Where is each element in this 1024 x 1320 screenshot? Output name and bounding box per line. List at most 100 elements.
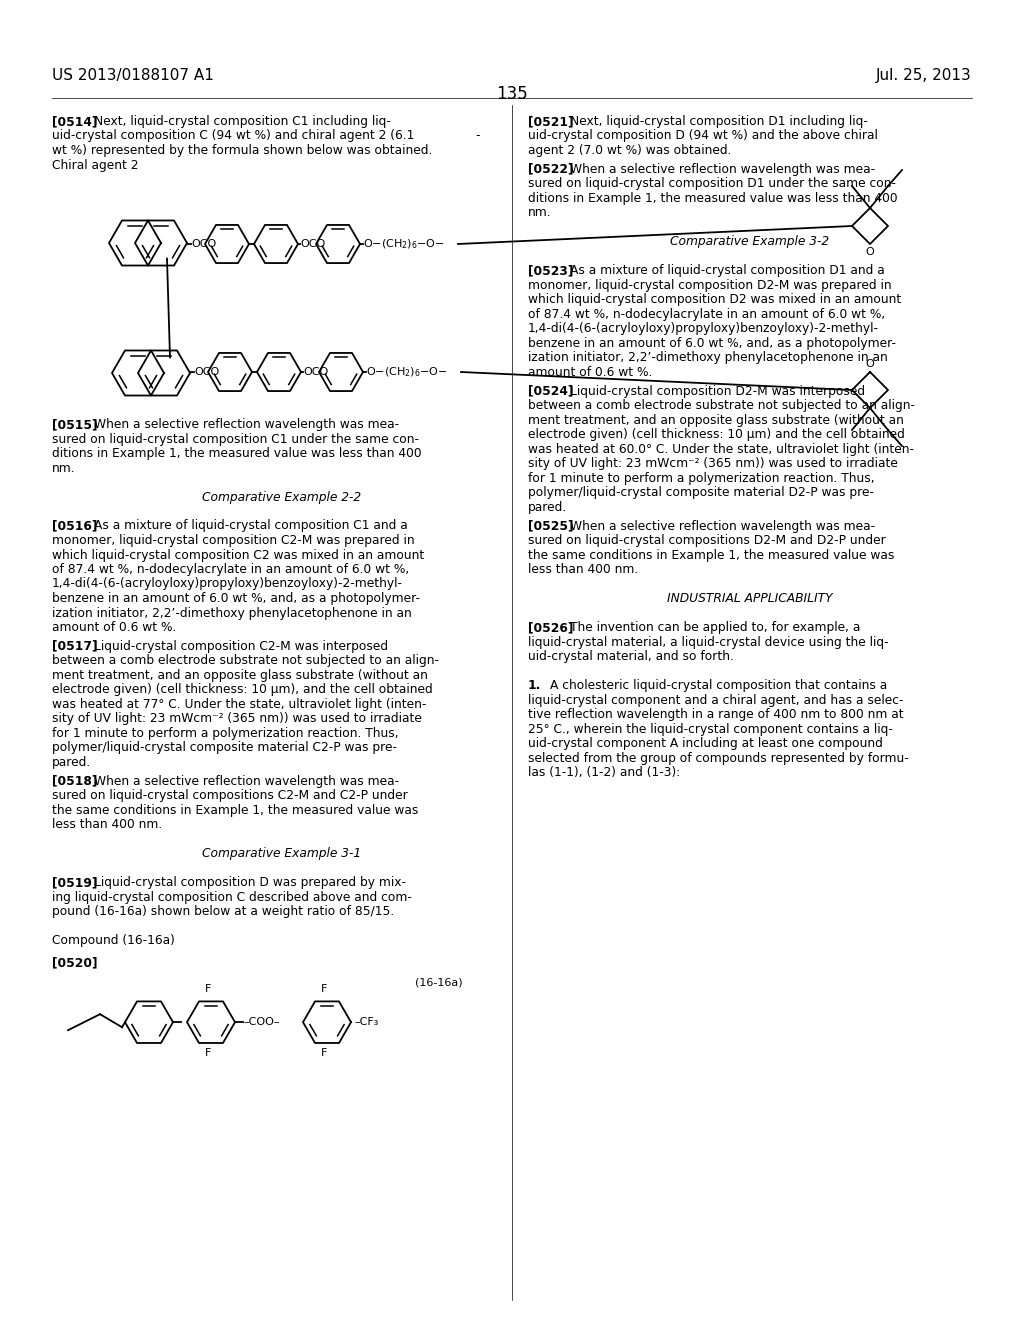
- Text: O$-$(CH$_2)_6$$-$O$-$: O$-$(CH$_2)_6$$-$O$-$: [366, 366, 447, 379]
- Text: [0522]: [0522]: [528, 162, 573, 176]
- Text: US 2013/0188107 A1: US 2013/0188107 A1: [52, 69, 214, 83]
- Text: polymer/liquid-crystal composite material C2-P was pre-: polymer/liquid-crystal composite materia…: [52, 742, 397, 754]
- Text: pared.: pared.: [52, 756, 91, 768]
- Text: amount of 0.6 wt %.: amount of 0.6 wt %.: [528, 366, 652, 379]
- Text: F: F: [321, 985, 328, 994]
- Text: 1,4-di(4-(6-(acryloyloxy)propyloxy)benzoyloxy)-2-methyl-: 1,4-di(4-(6-(acryloyloxy)propyloxy)benzo…: [528, 322, 879, 335]
- Text: electrode given) (cell thickness: 10 μm) and the cell obtained: electrode given) (cell thickness: 10 μm)…: [528, 428, 905, 441]
- Text: [0516]: [0516]: [52, 520, 97, 532]
- Text: was heated at 77° C. Under the state, ultraviolet light (inten-: was heated at 77° C. Under the state, ul…: [52, 698, 426, 711]
- Text: [0519]: [0519]: [52, 876, 97, 890]
- Text: [0524]: [0524]: [528, 384, 573, 397]
- Text: was heated at 60.0° C. Under the state, ultraviolet light (inten-: was heated at 60.0° C. Under the state, …: [528, 442, 914, 455]
- Text: When a selective reflection wavelength was mea-: When a selective reflection wavelength w…: [570, 162, 876, 176]
- Text: O: O: [865, 359, 874, 370]
- Text: for 1 minute to perform a polymerization reaction. Thus,: for 1 minute to perform a polymerization…: [52, 727, 398, 739]
- Text: (16-16a): (16-16a): [415, 977, 463, 987]
- Text: monomer, liquid-crystal composition C2-M was prepared in: monomer, liquid-crystal composition C2-M…: [52, 535, 415, 546]
- Text: 135: 135: [496, 84, 528, 103]
- Text: Comparative Example 3-2: Comparative Example 3-2: [671, 235, 829, 248]
- Text: INDUSTRIAL APPLICABILITY: INDUSTRIAL APPLICABILITY: [668, 593, 833, 605]
- Text: uid-crystal composition C (94 wt %) and chiral agent 2 (6.1: uid-crystal composition C (94 wt %) and …: [52, 129, 415, 143]
- Text: F: F: [321, 1048, 328, 1059]
- Text: tive reflection wavelength in a range of 400 nm to 800 nm at: tive reflection wavelength in a range of…: [528, 708, 903, 721]
- Text: As a mixture of liquid-crystal composition D1 and a: As a mixture of liquid-crystal compositi…: [570, 264, 885, 277]
- Text: [0526]: [0526]: [528, 620, 573, 634]
- Text: ditions in Example 1, the measured value was less than 400: ditions in Example 1, the measured value…: [528, 191, 898, 205]
- Text: sured on liquid-crystal composition C1 under the same con-: sured on liquid-crystal composition C1 u…: [52, 433, 419, 446]
- Text: ing liquid-crystal composition C described above and com-: ing liquid-crystal composition C describ…: [52, 891, 412, 904]
- Text: 25° C., wherein the liquid-crystal component contains a liq-: 25° C., wherein the liquid-crystal compo…: [528, 722, 893, 735]
- Text: which liquid-crystal composition D2 was mixed in an amount: which liquid-crystal composition D2 was …: [528, 293, 901, 306]
- Text: Liquid-crystal composition D2-M was interposed: Liquid-crystal composition D2-M was inte…: [570, 384, 865, 397]
- Text: [0517]: [0517]: [52, 640, 97, 653]
- Text: F: F: [205, 985, 211, 994]
- Text: pound (16-16a) shown below at a weight ratio of 85/15.: pound (16-16a) shown below at a weight r…: [52, 906, 394, 919]
- Text: sured on liquid-crystal composition D1 under the same con-: sured on liquid-crystal composition D1 u…: [528, 177, 896, 190]
- Text: Liquid-crystal composition D was prepared by mix-: Liquid-crystal composition D was prepare…: [94, 876, 406, 890]
- Text: las (1-1), (1-2) and (1-3):: las (1-1), (1-2) and (1-3):: [528, 766, 680, 779]
- Text: [0525]: [0525]: [528, 520, 573, 532]
- Text: which liquid-crystal composition C2 was mixed in an amount: which liquid-crystal composition C2 was …: [52, 549, 424, 561]
- Text: uid-crystal composition D (94 wt %) and the above chiral: uid-crystal composition D (94 wt %) and …: [528, 129, 878, 143]
- Text: ditions in Example 1, the measured value was less than 400: ditions in Example 1, the measured value…: [52, 447, 422, 459]
- Text: Liquid-crystal composition C2-M was interposed: Liquid-crystal composition C2-M was inte…: [94, 640, 388, 653]
- Text: less than 400 nm.: less than 400 nm.: [52, 818, 162, 832]
- Text: benzene in an amount of 6.0 wt %, and, as a photopolymer-: benzene in an amount of 6.0 wt %, and, a…: [52, 591, 420, 605]
- Text: OCO: OCO: [194, 367, 219, 378]
- Text: When a selective reflection wavelength was mea-: When a selective reflection wavelength w…: [94, 775, 399, 788]
- Text: Comparative Example 2-2: Comparative Example 2-2: [203, 491, 361, 503]
- Text: F: F: [205, 1048, 211, 1059]
- Text: –CF₃: –CF₃: [354, 1018, 379, 1027]
- Text: When a selective reflection wavelength was mea-: When a selective reflection wavelength w…: [94, 418, 399, 432]
- Text: agent 2 (7.0 wt %) was obtained.: agent 2 (7.0 wt %) was obtained.: [528, 144, 731, 157]
- Text: As a mixture of liquid-crystal composition C1 and a: As a mixture of liquid-crystal compositi…: [94, 520, 408, 532]
- Text: ization initiator, 2,2’-dimethoxy phenylacetophenone in an: ization initiator, 2,2’-dimethoxy phenyl…: [528, 351, 888, 364]
- Text: Next, liquid-crystal composition C1 including liq-: Next, liquid-crystal composition C1 incl…: [94, 115, 391, 128]
- Text: between a comb electrode substrate not subjected to an align-: between a comb electrode substrate not s…: [528, 399, 915, 412]
- Text: liquid-crystal material, a liquid-crystal device using the liq-: liquid-crystal material, a liquid-crysta…: [528, 635, 889, 648]
- Text: pared.: pared.: [528, 500, 567, 513]
- Text: OCO: OCO: [191, 239, 216, 249]
- Text: ment treatment, and an opposite glass substrate (without an: ment treatment, and an opposite glass su…: [528, 413, 904, 426]
- Text: A cholesteric liquid-crystal composition that contains a: A cholesteric liquid-crystal composition…: [550, 678, 887, 692]
- Text: uid-crystal material, and so forth.: uid-crystal material, and so forth.: [528, 649, 734, 663]
- Text: Jul. 25, 2013: Jul. 25, 2013: [877, 69, 972, 83]
- Text: 1,4-di(4-(6-(acryloyloxy)propyloxy)benzoyloxy)-2-methyl-: 1,4-di(4-(6-(acryloyloxy)propyloxy)benzo…: [52, 578, 403, 590]
- Text: [0520]: [0520]: [52, 956, 97, 969]
- Text: ment treatment, and an opposite glass substrate (without an: ment treatment, and an opposite glass su…: [52, 669, 428, 682]
- Text: -: -: [475, 129, 480, 143]
- Text: –COO–: –COO–: [243, 1018, 280, 1027]
- Text: OCO: OCO: [300, 239, 326, 249]
- Text: ization initiator, 2,2’-dimethoxy phenylacetophenone in an: ization initiator, 2,2’-dimethoxy phenyl…: [52, 606, 412, 619]
- Text: O: O: [865, 247, 874, 257]
- Text: Chiral agent 2: Chiral agent 2: [52, 158, 138, 172]
- Text: monomer, liquid-crystal composition D2-M was prepared in: monomer, liquid-crystal composition D2-M…: [528, 279, 892, 292]
- Text: nm.: nm.: [52, 462, 76, 474]
- Text: [0514]: [0514]: [52, 115, 97, 128]
- Text: When a selective reflection wavelength was mea-: When a selective reflection wavelength w…: [570, 520, 876, 532]
- Text: nm.: nm.: [528, 206, 552, 219]
- Text: 1.: 1.: [528, 678, 542, 692]
- Text: [0521]: [0521]: [528, 115, 573, 128]
- Text: of 87.4 wt %, n-dodecylacrylate in an amount of 6.0 wt %,: of 87.4 wt %, n-dodecylacrylate in an am…: [528, 308, 886, 321]
- Text: selected from the group of compounds represented by formu-: selected from the group of compounds rep…: [528, 751, 908, 764]
- Text: O$-$(CH$_2)_6$$-$O$-$: O$-$(CH$_2)_6$$-$O$-$: [362, 238, 444, 251]
- Text: sured on liquid-crystal compositions D2-M and D2-P under: sured on liquid-crystal compositions D2-…: [528, 535, 886, 546]
- Text: The invention can be applied to, for example, a: The invention can be applied to, for exa…: [570, 620, 860, 634]
- Text: [0518]: [0518]: [52, 775, 97, 788]
- Text: sity of UV light: 23 mWcm⁻² (365 nm)) was used to irradiate: sity of UV light: 23 mWcm⁻² (365 nm)) wa…: [528, 457, 898, 470]
- Text: liquid-crystal component and a chiral agent, and has a selec-: liquid-crystal component and a chiral ag…: [528, 693, 903, 706]
- Text: the same conditions in Example 1, the measured value was: the same conditions in Example 1, the me…: [52, 804, 419, 817]
- Text: amount of 0.6 wt %.: amount of 0.6 wt %.: [52, 620, 176, 634]
- Text: for 1 minute to perform a polymerization reaction. Thus,: for 1 minute to perform a polymerization…: [528, 471, 874, 484]
- Text: benzene in an amount of 6.0 wt %, and, as a photopolymer-: benzene in an amount of 6.0 wt %, and, a…: [528, 337, 896, 350]
- Text: sured on liquid-crystal compositions C2-M and C2-P under: sured on liquid-crystal compositions C2-…: [52, 789, 408, 803]
- Text: Comparative Example 3-1: Comparative Example 3-1: [203, 847, 361, 861]
- Text: electrode given) (cell thickness: 10 μm), and the cell obtained: electrode given) (cell thickness: 10 μm)…: [52, 684, 433, 697]
- Text: between a comb electrode substrate not subjected to an align-: between a comb electrode substrate not s…: [52, 655, 439, 668]
- Text: less than 400 nm.: less than 400 nm.: [528, 564, 638, 576]
- Text: polymer/liquid-crystal composite material D2-P was pre-: polymer/liquid-crystal composite materia…: [528, 486, 874, 499]
- Text: sity of UV light: 23 mWcm⁻² (365 nm)) was used to irradiate: sity of UV light: 23 mWcm⁻² (365 nm)) wa…: [52, 713, 422, 726]
- Text: Next, liquid-crystal composition D1 including liq-: Next, liquid-crystal composition D1 incl…: [570, 115, 868, 128]
